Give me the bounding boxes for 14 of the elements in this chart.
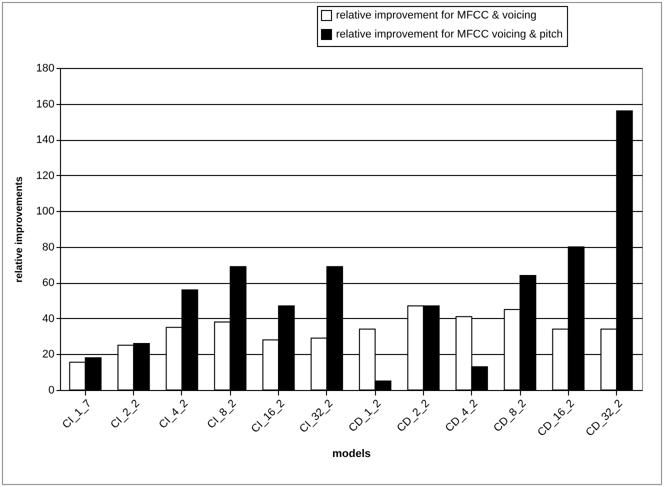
- y-axis-title: relative improvements: [14, 176, 26, 283]
- y-tick-label: 60: [42, 277, 54, 290]
- legend-label: relative improvement for MFCC & voicing: [336, 10, 537, 22]
- y-tick-label: 80: [42, 241, 54, 254]
- y-tick-label: 180: [36, 62, 54, 74]
- legend-label: relative improvement for MFCC voicing & pitch: [336, 28, 563, 40]
- y-tick-label: 0: [48, 384, 54, 396]
- y-tick-label: 40: [42, 312, 54, 325]
- y-tick-label: 140: [36, 134, 54, 146]
- x-axis-title: models: [332, 448, 371, 460]
- y-tick-label: 160: [36, 98, 54, 110]
- y-tick-label: 20: [42, 348, 54, 361]
- y-tick-label: 120: [36, 170, 54, 182]
- y-tick-label: 100: [36, 206, 54, 218]
